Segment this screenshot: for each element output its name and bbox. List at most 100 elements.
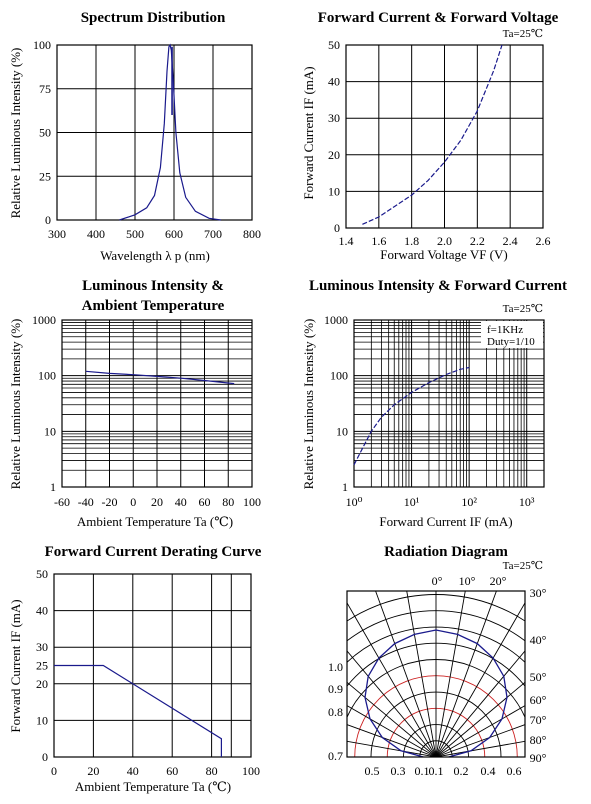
temp-x-tick: 20 [151,495,163,509]
radiation-scale-label: 0.8 [328,705,343,719]
radiation-spoke [435,650,525,757]
derating-x-label: Ambient Temperature Ta (℃) [75,779,231,794]
iv-x-tick: 1.8 [404,234,419,248]
ic-x-tick: 10¹ [404,495,420,509]
derating-y-tick: 50 [36,567,48,581]
iv-x-tick: 2.4 [503,234,518,248]
derating-y-tick: 0 [42,750,48,764]
derating-y-tick: 40 [36,604,48,618]
ic-frame [353,319,545,488]
ic-y-tick: 1 [342,480,348,494]
iv-y-tick: 0 [334,221,340,235]
radiation-angle-label: 90° [530,751,547,765]
temp-x-tick: 100 [243,495,261,509]
radiation-spoke [347,681,437,757]
radiation-title: Radiation Diagram [384,544,508,560]
temp-y-tick: 1000 [32,313,56,327]
spectrum-x-tick: 700 [204,227,222,241]
ic-curve [353,366,470,466]
radiation-spoke [347,724,437,757]
spectrum-y-tick: 0 [45,213,51,227]
ic-x-tick: 10² [461,495,477,509]
temp-x-tick: 60 [199,495,211,509]
temp-x-tick: -60 [54,495,70,509]
iv-y-tick: 10 [328,184,340,198]
temp-curve [85,370,235,385]
temp-y-label: Relative Luminous Intensity (%) [8,319,23,490]
radiation-spoke [435,601,525,757]
radiation-scale-label: 0.7 [328,749,343,763]
radiation-frame [346,590,526,758]
ic-y-label: Relative Luminous Intensity (%) [301,319,316,490]
iv-x-tick: 2.2 [470,234,485,248]
spectrum-y-tick: 100 [33,38,51,52]
spectrum-y-label: Relative Luminous Intensity (%) [8,48,23,219]
radiation-bottom-label: 0.2 [454,764,469,778]
derating-x-tick: 20 [87,764,99,778]
radiation-scale-label: 1.0 [328,660,343,674]
radiation-angle-label: 80° [530,733,547,747]
intensity-current-title: Luminous Intensity & Forward Current [309,278,567,294]
spectrum-x-tick: 500 [126,227,144,241]
radiation-plot [347,591,525,757]
spectrum-x-label: Wavelength λ p (nm) [100,248,210,263]
radiation-spoke [347,705,437,757]
radiation-bottom-label: 0.1 [415,764,430,778]
iv-y-tick: 40 [328,75,340,89]
iv-y-tick: 30 [328,111,340,125]
temp-x-tick: 0 [130,495,136,509]
iv-x-tick: 2.0 [437,234,452,248]
ic-frequency-note: f=1KHz [487,324,523,336]
radiation-bottom-label: 0.1 [429,764,444,778]
spectrum-y-tick: 25 [39,169,51,183]
derating-x-tick: 60 [166,764,178,778]
ic-x-label: Forward Current IF (mA) [379,514,512,529]
radiation-spoke [375,591,437,757]
ic-duty-note: Duty=1/10 [487,336,535,348]
temp-x-tick: -40 [78,495,94,509]
iv-condition-note: Ta=25℃ [503,28,543,40]
spectrum-y-tick: 75 [39,82,51,96]
radiation-angle-label: 60° [530,693,547,707]
derating-y-tick: 20 [36,677,48,691]
radiation-spoke [435,681,525,757]
radiation-spoke [406,591,437,757]
derating-x-tick: 40 [127,764,139,778]
derating-title: Forward Current Derating Curve [45,544,262,560]
radiation-spoke [347,650,437,757]
spectrum-x-tick: 600 [165,227,183,241]
derating-y-tick: 30 [36,640,48,654]
iv-x-label: Forward Voltage VF (V) [380,247,507,262]
radiation-bottom-label: 0.5 [365,764,380,778]
temp-y-tick: 1 [50,480,56,494]
derating-x-tick: 80 [206,764,218,778]
iv-curve [362,44,503,225]
derating-x-tick: 0 [51,764,57,778]
radiation-angle-label: 50° [530,670,547,684]
iv-x-tick: 2.6 [536,234,551,248]
temp-y-tick: 100 [38,369,56,383]
radiation-angle-label: 10° [459,574,476,588]
spectrum-x-tick: 300 [48,227,66,241]
radiation-angle-label: 40° [530,633,547,647]
ic-condition-note: Ta=25℃ [503,303,543,315]
radiation-bottom-label: 0.6 [507,764,522,778]
ic-x-tick: 10⁰ [346,495,363,509]
spectrum-x-tick: 800 [243,227,261,241]
spectrum-curve [119,43,221,221]
ic-y-tick: 100 [330,369,348,383]
temp-title-line1: Luminous Intensity & [82,278,224,294]
iv-y-tick: 20 [328,148,340,162]
spectrum-title: Spectrum Distribution [81,10,226,26]
ic-y-tick: 1000 [324,313,348,327]
spectrum-y-tick: 50 [39,126,51,140]
radiation-spoke [435,724,525,757]
derating-y-label: Forward Current IF (mA) [8,599,23,732]
derating-y-tick: 10 [36,713,48,727]
ic-legend-box [481,321,543,348]
temp-x-label: Ambient Temperature Ta (℃) [77,514,233,529]
radiation-spoke [435,591,497,757]
iv-y-label: Forward Current IF (mA) [301,66,316,199]
radiation-spoke [435,591,466,757]
radiation-angle-label: 30° [530,586,547,600]
